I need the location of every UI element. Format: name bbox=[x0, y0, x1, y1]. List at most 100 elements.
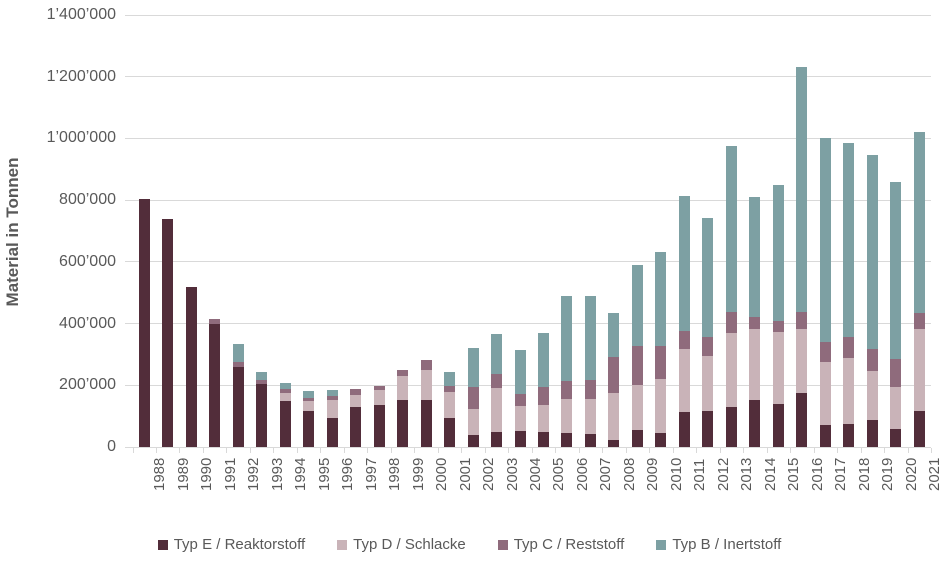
x-tick-label: 2014 bbox=[761, 457, 779, 491]
bar-segment-2007 bbox=[584, 295, 596, 381]
bar-segment-1991 bbox=[209, 319, 221, 324]
bar-segment-2005 bbox=[537, 333, 549, 387]
bar-segment-2013 bbox=[725, 406, 737, 447]
x-axis-tick bbox=[226, 448, 228, 453]
x-tick-label: 1989 bbox=[174, 457, 192, 491]
bar-segment-2009 bbox=[631, 264, 643, 347]
bar-segment-2007 bbox=[584, 398, 596, 434]
bar-segment-1992 bbox=[232, 367, 244, 447]
bar-segment-1999 bbox=[397, 370, 409, 377]
bar-segment-1996 bbox=[326, 389, 338, 397]
bar-segment-1997 bbox=[350, 394, 362, 407]
legend: Typ E / Reaktorstoff Typ D / Schlacke Typ … bbox=[0, 536, 939, 553]
x-tick-label: 1993 bbox=[268, 457, 286, 491]
x-axis-tick bbox=[813, 448, 815, 453]
x-axis-tick bbox=[931, 448, 932, 453]
bar-segment-2018 bbox=[843, 143, 855, 338]
legend-entry: Typ D / Schlacke bbox=[337, 536, 466, 553]
bar-segment-2020 bbox=[890, 386, 902, 430]
bar-segment-2003 bbox=[491, 373, 503, 389]
gridline bbox=[125, 14, 931, 16]
bar-segment-1998 bbox=[373, 385, 385, 390]
bar-segment-2017 bbox=[819, 342, 831, 363]
bar-segment-1994 bbox=[279, 400, 291, 447]
bar-segment-1997 bbox=[350, 388, 362, 395]
x-tick-label: 1995 bbox=[315, 457, 333, 491]
bar-segment-2002 bbox=[467, 347, 479, 388]
x-axis-tick bbox=[860, 448, 862, 453]
x-tick-label: 2013 bbox=[738, 457, 756, 491]
x-axis-tick bbox=[719, 448, 721, 453]
x-axis-tick bbox=[320, 448, 322, 453]
bar-segment-1989 bbox=[162, 218, 174, 447]
bar-segment-2002 bbox=[467, 409, 479, 435]
gridline bbox=[125, 76, 931, 78]
x-axis-tick bbox=[766, 448, 768, 453]
x-tick-label: 2011 bbox=[691, 458, 709, 491]
bar-segment-2020 bbox=[890, 181, 902, 360]
legend-label: Typ D / Schlacke bbox=[353, 536, 466, 553]
bar-segment-2000 bbox=[420, 400, 432, 447]
bar-segment-2001 bbox=[444, 417, 456, 447]
bar-segment-1996 bbox=[326, 396, 338, 401]
x-tick-label: 2006 bbox=[573, 457, 591, 491]
bar-segment-2003 bbox=[491, 432, 503, 447]
bar-segment-2013 bbox=[725, 146, 737, 312]
bar-segment-2021 bbox=[913, 313, 925, 330]
x-tick-label: 2007 bbox=[597, 457, 615, 491]
bar-segment-1988 bbox=[138, 198, 150, 447]
gridline bbox=[125, 384, 931, 386]
x-tick-label: 2017 bbox=[832, 457, 850, 491]
x-axis-tick bbox=[390, 448, 392, 453]
y-tick-label: 1’200’000 bbox=[46, 67, 116, 85]
legend-swatch-icon bbox=[337, 539, 348, 550]
x-axis-line bbox=[125, 447, 931, 448]
bar-segment-2016 bbox=[796, 311, 808, 330]
x-axis-tick bbox=[249, 448, 251, 453]
x-axis-tick bbox=[672, 448, 674, 453]
bar-segment-2007 bbox=[584, 380, 596, 399]
x-axis-tick bbox=[602, 448, 604, 453]
bar-segment-2012 bbox=[702, 218, 714, 337]
bar-segment-2019 bbox=[866, 155, 878, 350]
bar-segment-2005 bbox=[537, 405, 549, 433]
bar-segment-1996 bbox=[326, 417, 338, 447]
bar-segment-1994 bbox=[279, 382, 291, 389]
x-tick-label: 2020 bbox=[902, 457, 920, 491]
x-tick-label: 1999 bbox=[409, 457, 427, 491]
bar-segment-2011 bbox=[678, 330, 690, 349]
bar-segment-2010 bbox=[655, 251, 667, 347]
bar-segment-2007 bbox=[584, 433, 596, 447]
bar-segment-2006 bbox=[561, 432, 573, 447]
x-tick-label: 1996 bbox=[339, 457, 357, 491]
x-tick-label: 1988 bbox=[151, 457, 169, 491]
legend-label: Typ E / Reaktorstoff bbox=[173, 536, 306, 553]
y-tick-label: 200’000 bbox=[59, 376, 116, 394]
bar-segment-2018 bbox=[843, 357, 855, 425]
x-tick-label: 2021 bbox=[926, 457, 939, 491]
bar-segment-2019 bbox=[866, 370, 878, 421]
bar-segment-2001 bbox=[444, 385, 456, 393]
x-axis-tick bbox=[414, 448, 416, 453]
bar-segment-1993 bbox=[256, 372, 268, 380]
x-tick-label: 2012 bbox=[714, 457, 732, 491]
bar-segment-2005 bbox=[537, 432, 549, 447]
bar-segment-1995 bbox=[303, 391, 315, 398]
bar-segment-1995 bbox=[303, 397, 315, 402]
x-axis-tick bbox=[179, 448, 181, 453]
bar-segment-2011 bbox=[678, 411, 690, 447]
bar-segment-1995 bbox=[303, 401, 315, 412]
x-axis-tick bbox=[461, 448, 463, 453]
x-axis-tick bbox=[296, 448, 298, 453]
x-axis-tick bbox=[202, 448, 204, 453]
x-axis-tick bbox=[743, 448, 745, 453]
bar-segment-2003 bbox=[491, 334, 503, 374]
bar-segment-2015 bbox=[772, 331, 784, 404]
x-axis-tick bbox=[884, 448, 886, 453]
bar-segment-2014 bbox=[749, 196, 761, 318]
bar-segment-2010 bbox=[655, 346, 667, 379]
bar-segment-2018 bbox=[843, 337, 855, 358]
bar-segment-2000 bbox=[420, 370, 432, 401]
x-tick-label: 2018 bbox=[855, 457, 873, 491]
